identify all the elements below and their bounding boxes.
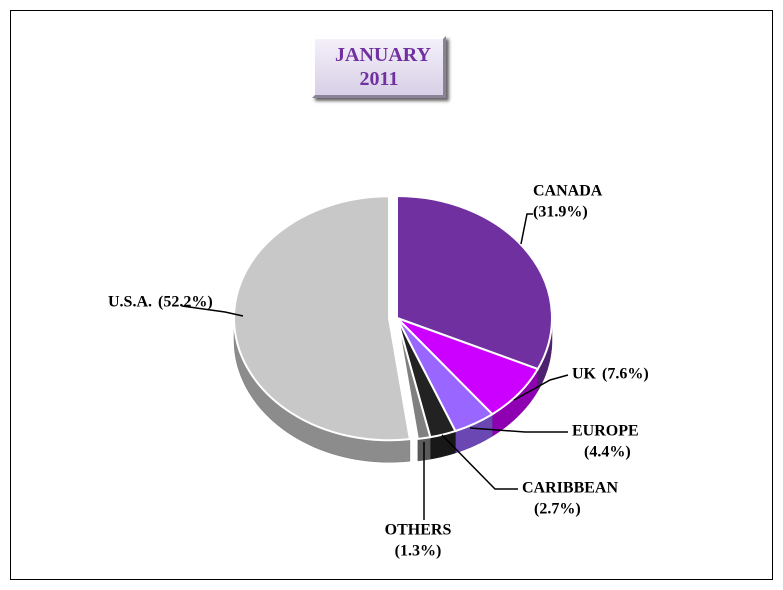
leader-line bbox=[441, 434, 518, 490]
value-label: (52.2%) bbox=[158, 294, 213, 311]
value-label: (31.9%) bbox=[533, 204, 588, 221]
leader-line bbox=[520, 213, 533, 245]
chart-title: JANUARY 2011 bbox=[312, 36, 446, 98]
chart-frame bbox=[10, 10, 773, 580]
slice-label: U.S.A. bbox=[108, 294, 152, 311]
value-label: (2.7%) bbox=[534, 501, 581, 518]
slice-label: CANADA bbox=[533, 183, 603, 200]
slice-label: OTHERS bbox=[385, 522, 452, 539]
leader-line bbox=[513, 374, 569, 401]
slice bbox=[396, 317, 432, 440]
slice bbox=[233, 195, 412, 442]
leader-line bbox=[181, 305, 244, 317]
slice bbox=[396, 194, 553, 371]
slice-label: CARIBBEAN bbox=[522, 480, 618, 497]
value-label: (7.6%) bbox=[602, 366, 649, 383]
leader-line bbox=[469, 427, 568, 433]
value-label: (4.4%) bbox=[584, 444, 631, 461]
slice-label: EUROPE bbox=[572, 423, 639, 440]
value-label: (1.3%) bbox=[395, 543, 442, 560]
slice-label: UK bbox=[572, 366, 597, 383]
